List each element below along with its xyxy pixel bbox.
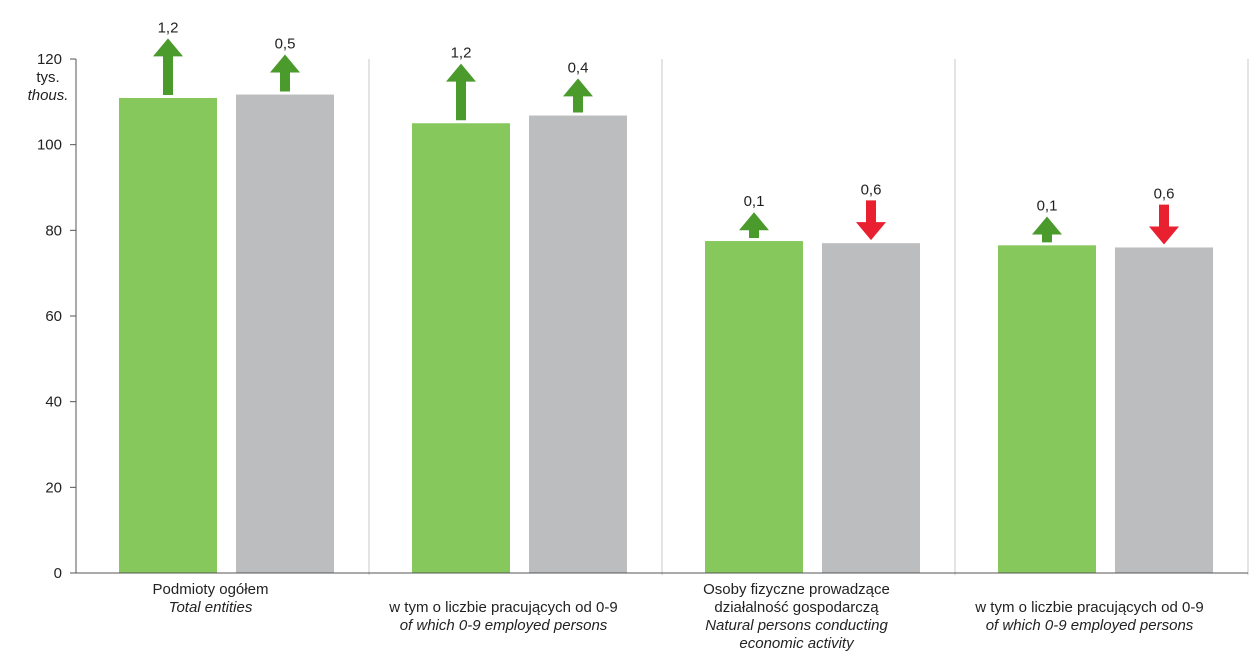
- bars: [119, 94, 1213, 573]
- category-separators: [368, 59, 1249, 575]
- category-label: w tym o liczbie pracujących od 0-9: [388, 599, 617, 616]
- category-label: Podmioty ogółem: [153, 581, 269, 598]
- change-label: 0,6: [1154, 186, 1175, 203]
- category-label: Osoby fizyczne prowadzące: [703, 581, 890, 598]
- category-label: działalność gospodarczą: [714, 599, 879, 616]
- increase-arrow-icon: [563, 78, 593, 113]
- increase-arrow-icon: [270, 54, 300, 92]
- y-tick-label: 40: [45, 394, 62, 411]
- bar: [236, 94, 334, 573]
- change-labels: 1,2 0,5 1,2 0,4 0,1 0,6 0,1 0,6: [158, 19, 1175, 214]
- bar: [1115, 247, 1213, 573]
- change-label: 0,5: [275, 36, 296, 53]
- y-tick-label: 100: [37, 137, 62, 154]
- increase-arrow-icon: [446, 63, 476, 121]
- bar: [119, 97, 217, 573]
- category-label: w tym o liczbie pracujących od 0-9: [974, 599, 1203, 616]
- change-label: 1,2: [158, 19, 179, 36]
- category-label-en: economic activity: [739, 635, 855, 652]
- y-axis-unit-label-en: thous.: [28, 87, 69, 104]
- y-axis-unit: tys. thous.: [28, 69, 69, 104]
- category-label-en: of which 0-9 employed persons: [400, 617, 608, 634]
- bar: [998, 245, 1096, 573]
- y-tick-label: 0: [54, 565, 62, 582]
- y-tick-label: 60: [45, 308, 62, 325]
- change-label: 1,2: [451, 45, 472, 62]
- decrease-arrow-icon: [856, 200, 886, 241]
- change-label: 0,4: [568, 59, 589, 76]
- y-axis-unit-label: tys.: [36, 69, 59, 86]
- change-label: 0,6: [861, 181, 882, 198]
- y-tick-label: 80: [45, 222, 62, 239]
- decrease-arrow-icon: [1149, 204, 1179, 245]
- bar: [705, 241, 803, 573]
- y-tick-label: 120: [37, 51, 62, 68]
- increase-arrow-icon: [1032, 216, 1062, 243]
- category-label-en: Total entities: [169, 599, 253, 616]
- y-axis: 0 20 40 60 80 100 120: [37, 51, 77, 582]
- y-tick-label: 20: [45, 479, 62, 496]
- increase-arrow-icon: [153, 38, 183, 95]
- bar: [822, 243, 920, 573]
- change-label: 0,1: [1037, 198, 1058, 215]
- change-arrows: [153, 38, 1179, 245]
- bar: [412, 123, 510, 573]
- bar: [529, 115, 627, 573]
- category-label-en: of which 0-9 employed persons: [986, 617, 1194, 634]
- category-label-en: Natural persons conducting: [705, 617, 888, 634]
- increase-arrow-icon: [739, 212, 769, 239]
- change-label: 0,1: [744, 193, 765, 210]
